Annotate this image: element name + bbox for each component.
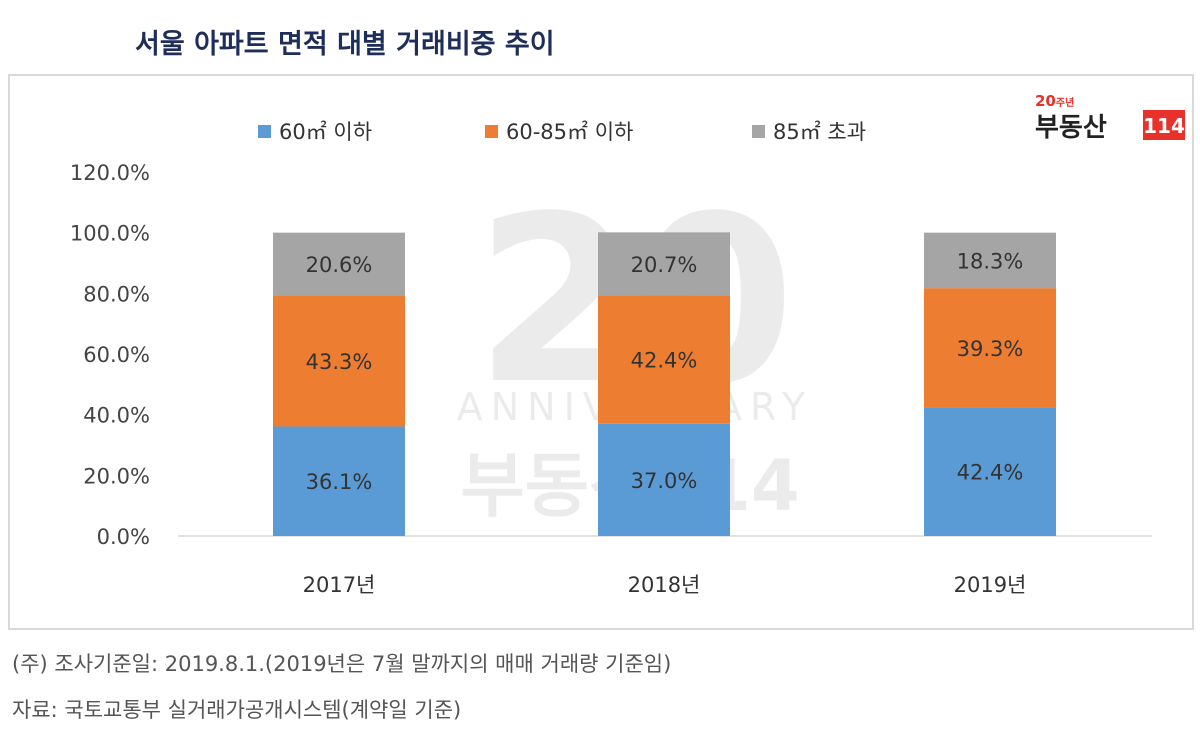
- data-label: 20.7%: [631, 253, 698, 277]
- data-label: 39.3%: [957, 337, 1024, 361]
- y-tick-label: 120.0%: [70, 161, 150, 185]
- y-tick-label: 80.0%: [83, 282, 150, 306]
- bar-segment: [598, 423, 730, 536]
- bar-segment: [924, 232, 1056, 289]
- data-label: 43.3%: [306, 350, 373, 374]
- bar-segment: [598, 295, 730, 424]
- data-label: 18.3%: [957, 249, 1024, 273]
- chart-frame: [8, 74, 1194, 630]
- data-label: 42.4%: [957, 461, 1024, 485]
- bar-segment: [273, 295, 405, 427]
- footnote: (주) 조사기준일: 2019.8.1.(2019년은 7월 말까지의 매매 거…: [12, 652, 672, 676]
- y-tick-label: 20.0%: [83, 464, 150, 488]
- data-label: 42.4%: [631, 348, 698, 372]
- y-tick-label: 100.0%: [70, 222, 150, 246]
- x-tick-label: 2018년: [628, 573, 701, 597]
- bar-segment: [924, 288, 1056, 408]
- data-label: 36.1%: [306, 470, 373, 494]
- x-tick-label: 2019년: [954, 573, 1027, 597]
- data-label: 20.6%: [306, 253, 373, 277]
- chart-title: 서울 아파트 면적 대별 거래비중 추이: [135, 29, 555, 60]
- y-tick-label: 0.0%: [97, 525, 150, 549]
- legend-item: 85㎡ 초과: [752, 116, 866, 146]
- legend-label: 85㎡ 초과: [773, 120, 867, 144]
- svg-text:부동산: 부동산: [1035, 113, 1107, 142]
- svg-text:114: 114: [1143, 114, 1185, 138]
- legend-item: 60㎡ 이하: [258, 116, 372, 146]
- legend-swatch: [485, 124, 498, 138]
- bar-segment: [273, 426, 405, 536]
- y-tick-label: 40.0%: [83, 404, 150, 428]
- x-tick-label: 2017년: [303, 573, 376, 597]
- legend-item: 60-85㎡ 이하: [485, 116, 633, 146]
- bar-segment: [598, 232, 730, 296]
- logo: 20주년 부동산 114: [1035, 92, 1185, 142]
- bar-segment: [924, 407, 1056, 536]
- legend-swatch: [258, 124, 271, 138]
- y-tick-label: 60.0%: [83, 343, 150, 367]
- legend-label: 60㎡ 이하: [279, 120, 373, 144]
- legend-label: 60-85㎡ 이하: [506, 120, 634, 144]
- legend-swatch: [752, 124, 765, 138]
- data-label: 37.0%: [631, 469, 698, 493]
- source-note: 자료: 국토교통부 실거래가공개시스템(계약일 기준): [12, 698, 462, 722]
- bar-segment: [273, 232, 405, 296]
